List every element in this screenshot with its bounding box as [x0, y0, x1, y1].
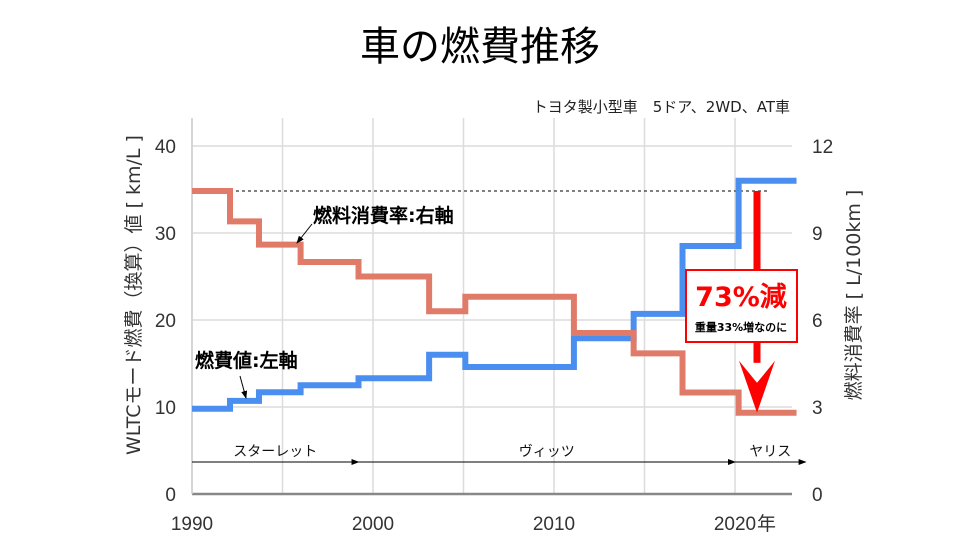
chart-title: 車の燃費推移	[360, 24, 600, 70]
x-tick-label: 2020	[714, 514, 756, 535]
x-tick-label: 2010	[533, 514, 575, 535]
reduction-arrow-head	[739, 360, 775, 413]
annotation-box	[685, 269, 798, 343]
y-tick-label-right: 9	[812, 224, 823, 245]
y-tick-label-right: 6	[812, 311, 823, 332]
series-label-fuel-economy: 燃費値:左軸	[195, 349, 298, 372]
y-tick-label-left: 40	[155, 137, 176, 158]
model-name: ヤリス	[749, 444, 791, 460]
series-label-pointer	[296, 223, 313, 244]
reduction-annotation: 73%減 重量33%増なのに	[685, 190, 798, 413]
y-tick-label-left: 30	[155, 224, 176, 245]
x-tick-label: 1990	[171, 514, 213, 535]
y-axis-right-label: 燃料消費率 [ L/100km ]	[843, 190, 865, 401]
ticks: 0 10 20 30 40 0 3 6 9 12 1990 2000 2010 2020	[155, 137, 833, 535]
series-line-fuel-consumption	[192, 187, 797, 416]
annotation-note: 重量33%増なのに	[695, 320, 787, 334]
x-tick-label: 2000	[352, 514, 394, 535]
annotation-headline: 73%減	[695, 282, 787, 313]
series	[192, 177, 797, 416]
chart-subtitle: トヨタ製小型車 5ドア、2WD、AT車	[533, 98, 790, 116]
series-line-fuel-economy	[192, 177, 797, 412]
y-tick-label-left: 10	[155, 398, 176, 419]
y-axis-left-label: WLTCモード燃費（換算）値 [ km/L ]	[123, 135, 145, 455]
y-tick-label-left: 20	[155, 311, 176, 332]
model-name: スターレット	[233, 444, 317, 460]
y-tick-label-right: 3	[812, 398, 823, 419]
model-periods: スターレット ヴィッツ ヤリス	[192, 443, 807, 465]
series-label-pointer	[239, 375, 248, 399]
y-tick-label-right: 0	[812, 485, 823, 506]
y-tick-label-right: 12	[812, 137, 833, 158]
model-name: ヴィッツ	[519, 443, 575, 460]
x-axis-unit: 年	[757, 513, 776, 535]
series-label-fuel-consumption: 燃料消費率:右軸	[313, 204, 454, 227]
y-tick-label-left: 0	[165, 485, 176, 506]
